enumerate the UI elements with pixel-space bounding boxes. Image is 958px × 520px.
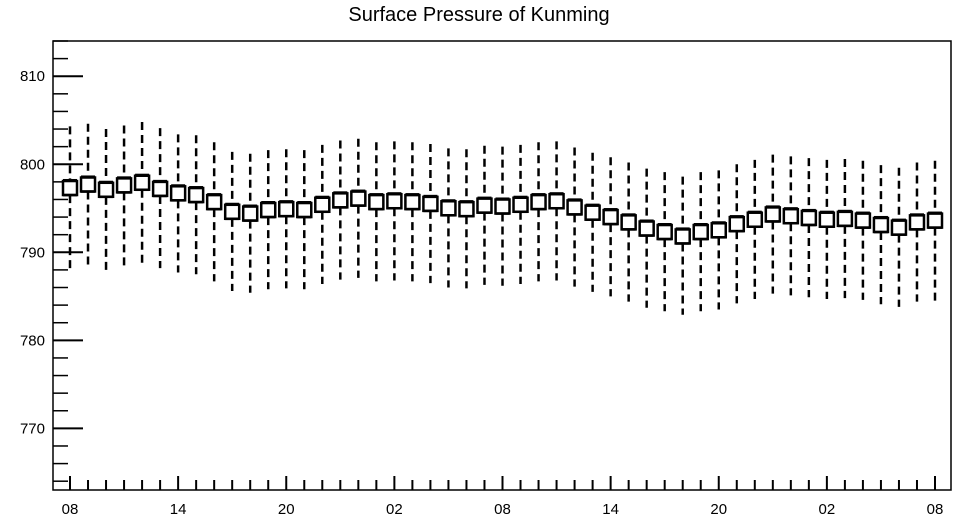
- median-marker: [566, 199, 583, 216]
- median-marker: [350, 190, 367, 207]
- median-marker: [61, 179, 79, 197]
- x-tick-label: 08: [494, 501, 511, 518]
- median-marker: [368, 193, 385, 211]
- median-marker: [674, 228, 691, 245]
- plot-frame: [52, 40, 952, 491]
- median-marker: [638, 220, 655, 237]
- median-marker: [746, 211, 764, 228]
- median-marker: [476, 197, 493, 214]
- median-marker: [584, 204, 601, 221]
- median-marker: [728, 215, 746, 233]
- median-marker: [133, 174, 151, 191]
- x-tick-label: 20: [710, 501, 727, 518]
- median-marker: [151, 180, 169, 198]
- median-marker: [854, 212, 872, 229]
- median-marker: [259, 201, 277, 219]
- median-marker: [512, 196, 529, 214]
- median-marker: [800, 209, 818, 227]
- median-marker: [296, 201, 313, 219]
- median-marker: [97, 181, 115, 199]
- median-marker: [494, 198, 511, 215]
- y-tick-label: 800: [20, 156, 45, 173]
- median-marker: [458, 200, 475, 218]
- median-marker: [926, 212, 944, 229]
- median-marker: [656, 223, 673, 241]
- median-marker: [908, 214, 926, 231]
- y-tick-label: 770: [20, 420, 45, 437]
- median-marker: [818, 211, 836, 228]
- median-marker: [602, 208, 619, 226]
- median-marker: [187, 186, 205, 204]
- median-marker: [836, 210, 854, 228]
- median-marker: [115, 177, 133, 194]
- median-marker: [422, 195, 439, 213]
- y-tick-label: 790: [20, 244, 45, 261]
- median-marker: [205, 193, 223, 211]
- median-marker: [440, 200, 457, 217]
- median-marker: [79, 176, 97, 193]
- median-marker: [241, 205, 259, 222]
- median-marker: [620, 214, 637, 231]
- x-tick-label: 14: [602, 501, 619, 518]
- median-marker: [890, 219, 908, 236]
- x-tick-label: 14: [170, 501, 187, 518]
- y-tick-label: 780: [20, 332, 45, 349]
- median-marker: [782, 207, 800, 225]
- median-marker: [332, 192, 349, 209]
- chart-title: Surface Pressure of Kunming: [348, 4, 610, 26]
- median-marker: [710, 222, 727, 239]
- median-marker: [314, 196, 331, 214]
- median-marker: [764, 206, 782, 223]
- median-marker: [530, 193, 547, 211]
- x-tick-label: 08: [62, 501, 79, 518]
- x-tick-label: 20: [278, 501, 295, 518]
- median-marker: [386, 192, 403, 210]
- median-marker: [404, 193, 421, 211]
- median-marker: [223, 203, 241, 221]
- median-marker: [169, 185, 187, 202]
- median-marker: [548, 192, 565, 210]
- x-tick-label: 08: [927, 501, 944, 518]
- y-tick-label: 810: [20, 68, 45, 85]
- median-marker: [692, 223, 709, 241]
- median-marker: [278, 200, 295, 218]
- x-tick-label: 02: [819, 501, 836, 518]
- median-marker: [872, 216, 890, 234]
- x-tick-label: 02: [386, 501, 403, 518]
